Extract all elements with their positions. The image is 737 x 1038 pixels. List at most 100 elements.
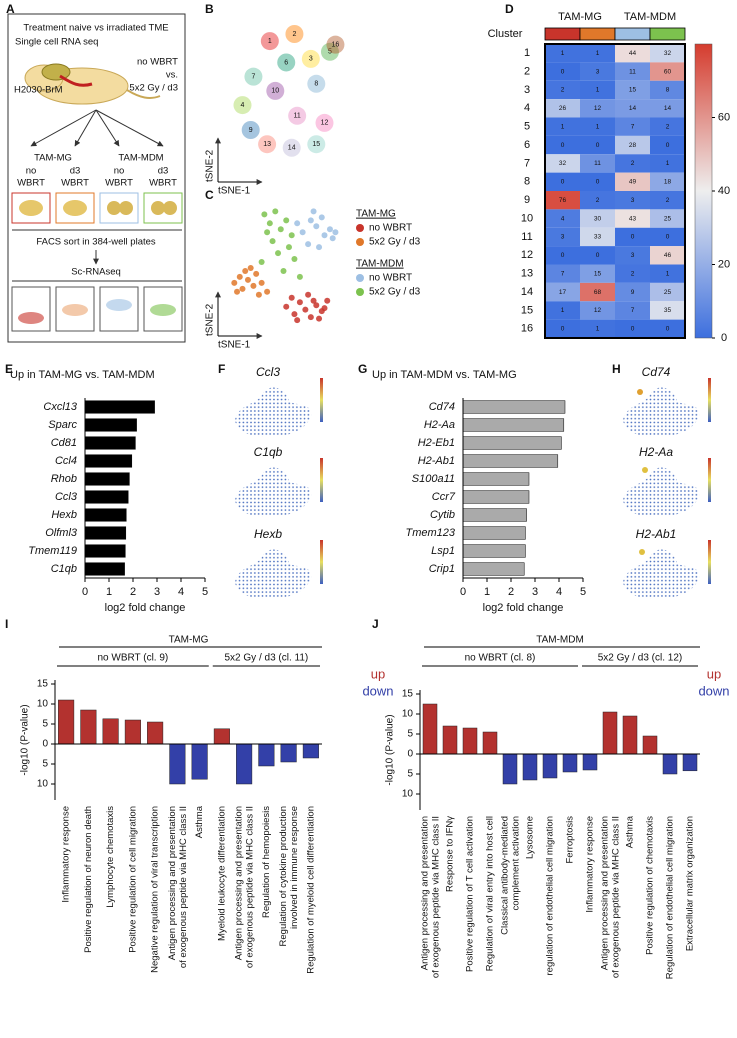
heatmap-cell bbox=[615, 209, 650, 228]
feature-plot bbox=[622, 467, 700, 517]
cluster-label: 9 bbox=[249, 127, 253, 134]
feature-plot bbox=[234, 467, 312, 517]
cell-label: 1 bbox=[596, 50, 600, 57]
cluster-point bbox=[288, 106, 307, 125]
cluster-point bbox=[307, 74, 326, 93]
cluster-label: 13 bbox=[263, 141, 271, 148]
step-label: FACS sort in 384-well plates bbox=[36, 237, 156, 248]
y-tick-label: 10 bbox=[37, 699, 49, 710]
point bbox=[283, 303, 290, 310]
cell-label: 12 bbox=[594, 105, 602, 112]
vessel bbox=[59, 74, 93, 87]
group-label: 5x2 Gy / d3 (cl. 11) bbox=[225, 653, 309, 664]
cluster-label: 2 bbox=[292, 31, 296, 38]
cell-label: 30 bbox=[594, 215, 602, 222]
bar bbox=[482, 731, 498, 755]
heatmap-cell bbox=[615, 80, 650, 100]
heatmap-cell bbox=[545, 227, 580, 247]
category-label: Antigen processing and presentationof ex… bbox=[233, 806, 255, 968]
heatmap-cell bbox=[545, 319, 580, 338]
bar bbox=[442, 725, 458, 755]
heatmap-cell bbox=[650, 246, 685, 265]
point bbox=[307, 217, 314, 224]
arrow bbox=[30, 109, 97, 147]
heatmap-cell bbox=[580, 62, 615, 81]
cell-icon bbox=[163, 201, 177, 215]
legend-swatch bbox=[356, 238, 364, 246]
cell-label: 76 bbox=[559, 197, 567, 204]
bar bbox=[84, 472, 130, 486]
heatmap-cell bbox=[615, 191, 650, 210]
heatmap-cell bbox=[545, 264, 580, 283]
bar bbox=[258, 743, 275, 767]
cell-label: 11 bbox=[629, 68, 636, 75]
row-label: 8 bbox=[524, 176, 530, 188]
panel-label: C bbox=[205, 188, 214, 202]
category-label: Regulation of hemopoiesis bbox=[261, 806, 272, 918]
group-label: no WBRT (cl. 8) bbox=[465, 653, 536, 664]
feature-colorbar bbox=[708, 458, 711, 502]
heatmap-cell bbox=[580, 80, 615, 100]
category-label: Asthma bbox=[194, 805, 205, 838]
heatmap-cell bbox=[545, 135, 580, 155]
bar bbox=[213, 728, 230, 745]
cell-label: 2 bbox=[666, 123, 670, 130]
category-label: Hexb bbox=[51, 509, 77, 521]
bar bbox=[147, 721, 164, 745]
cell-icon bbox=[63, 200, 87, 216]
heatmap-cell bbox=[615, 154, 650, 173]
category-label: C1qb bbox=[51, 563, 77, 575]
cell-label: 15 bbox=[594, 270, 602, 277]
heatmap-cell bbox=[650, 80, 685, 100]
row-label: 10 bbox=[521, 212, 533, 224]
colorbar-tick-label: 40 bbox=[718, 185, 730, 197]
cluster-label: 4 bbox=[241, 102, 245, 109]
point bbox=[296, 273, 303, 280]
point bbox=[307, 314, 314, 321]
y-tick-label: 15 bbox=[402, 689, 414, 700]
cell-label: 0 bbox=[631, 234, 635, 241]
point bbox=[264, 288, 271, 295]
cell-label: 1 bbox=[561, 50, 565, 57]
bar bbox=[84, 562, 125, 576]
category-label: Lysosome bbox=[525, 816, 536, 859]
condition-label: WBRT bbox=[105, 178, 133, 189]
category-label: H2-Aa bbox=[424, 419, 455, 431]
colorbar bbox=[694, 43, 713, 339]
bar bbox=[302, 743, 319, 759]
bar bbox=[462, 526, 526, 540]
category-label: Inflammatory response bbox=[585, 816, 596, 913]
cluster-point bbox=[307, 135, 326, 154]
category-label: Regulation of viral entry into host cell bbox=[485, 816, 496, 971]
cell-label: 35 bbox=[664, 307, 672, 314]
cell-label: 0 bbox=[596, 179, 600, 186]
bar bbox=[169, 743, 186, 785]
heatmap-cell bbox=[650, 62, 685, 81]
category-label: regulation of endothelial cell migration bbox=[545, 816, 556, 976]
point bbox=[310, 297, 317, 304]
category-label: Rhob bbox=[51, 473, 77, 485]
cell-label: 11 bbox=[594, 160, 601, 167]
cell-icon bbox=[19, 200, 43, 216]
schematic-title: Treatment naive vs irradiated TME bbox=[23, 23, 168, 34]
cell-label: 0 bbox=[666, 234, 670, 241]
bar bbox=[462, 508, 527, 522]
heatmap-cell bbox=[650, 319, 685, 338]
x-tick-label: 2 bbox=[508, 586, 514, 598]
cluster-point bbox=[282, 138, 301, 157]
legend-label: 5x2 Gy / d3 bbox=[369, 287, 421, 298]
bar bbox=[236, 743, 253, 785]
category-label: Tmem123 bbox=[405, 527, 455, 539]
x-tick-label: 1 bbox=[106, 586, 112, 598]
x-axis-label: log2 fold change bbox=[105, 602, 186, 614]
bar bbox=[84, 544, 126, 558]
row-label: 13 bbox=[521, 268, 533, 280]
cluster-point bbox=[258, 135, 277, 154]
legend-label: up bbox=[707, 666, 721, 681]
heatmap-cell bbox=[545, 209, 580, 228]
bar bbox=[124, 719, 141, 745]
heatmap-cell bbox=[580, 209, 615, 228]
cell-label: 1 bbox=[561, 123, 565, 130]
heatmap-cell bbox=[580, 117, 615, 136]
cluster-point bbox=[233, 96, 252, 115]
